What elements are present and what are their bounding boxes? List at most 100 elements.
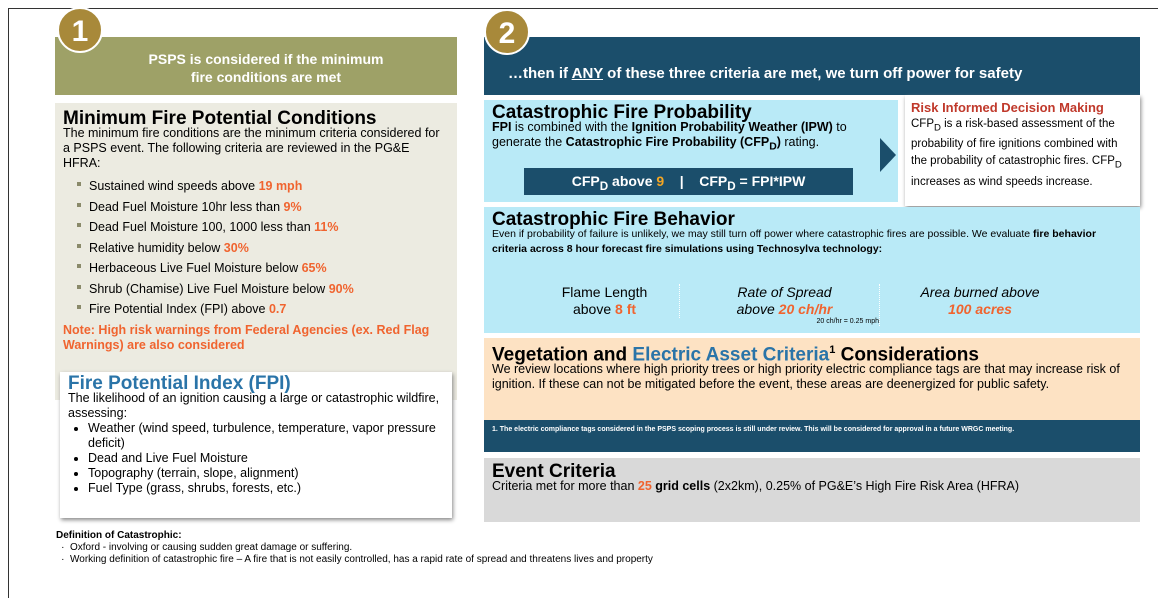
- fpi-list: Weather (wind speed, turbulence, tempera…: [68, 421, 444, 496]
- intro: The likelihood of an ignition causing a …: [68, 391, 440, 420]
- t: Electric Asset Criteria: [632, 344, 830, 366]
- t: 20 ch/hr: [778, 301, 833, 317]
- t: D: [599, 179, 609, 193]
- section-title: Fire Potential Index (FPI): [68, 373, 291, 394]
- metric: Flame Length above 8 ft: [530, 284, 680, 318]
- t: (2x2km), 0.25% of PG&E’s High Fire Risk …: [710, 479, 1020, 493]
- t: CFP: [699, 173, 728, 189]
- body: Criteria met for more than 25 grid cells…: [492, 479, 1132, 494]
- fpi-box: Fire Potential Index (FPI) The likelihoo…: [60, 372, 452, 518]
- fpi-item: Fuel Type (grass, shrubs, forests, etc.): [88, 481, 444, 496]
- t: 25: [637, 479, 652, 493]
- criterion-value: 30%: [223, 240, 249, 255]
- t: D: [727, 179, 736, 193]
- t: CFP: [571, 173, 600, 189]
- criteria-list: Sustained wind speeds above 19 mph Dead F…: [63, 176, 449, 320]
- fpi-item: Weather (wind speed, turbulence, tempera…: [88, 421, 444, 451]
- badge: 2: [484, 9, 530, 55]
- criterion: Fire Potential Index (FPI) above 0.7: [77, 299, 449, 320]
- criterion: Relative humidity below 30%: [77, 238, 449, 259]
- min-conditions-panel: Minimum Fire Potential Conditions The mi…: [55, 103, 457, 400]
- banner: PSPS is considered if the minimum fire c…: [55, 37, 457, 95]
- metric: Area burned above 100 acres: [885, 284, 1075, 318]
- t: D: [934, 122, 941, 134]
- t: Catastrophic Fire Probability (CFP: [565, 135, 770, 149]
- criterion: Shrub (Chamise) Live Fuel Moisture below…: [77, 279, 449, 300]
- t: Considerations: [835, 344, 979, 366]
- body: CFPD is a risk-based assessment of the p…: [911, 116, 1134, 191]
- metric-label: Area burned above: [920, 284, 1040, 300]
- t: above: [608, 173, 657, 189]
- t: above: [572, 301, 616, 317]
- criterion-value: 65%: [301, 261, 327, 275]
- definition-item: Oxford - involving or causing sudden gre…: [70, 542, 786, 554]
- t: 9: [656, 173, 665, 189]
- t: 100 acres: [948, 301, 1012, 317]
- criterion-text: Shrub (Chamise) Live Fuel Moisture below: [89, 281, 329, 296]
- definition-list: Oxford - involving or causing sudden gre…: [56, 542, 786, 566]
- note: Note: High risk warnings from Federal Ag…: [63, 322, 430, 352]
- section-title: Vegetation and Electric Asset Criteria1 …: [492, 343, 1132, 366]
- banner: …then if ANY of these three criteria are…: [484, 37, 1140, 95]
- metric: Rate of Spread above 20 ch/hr 20 ch/hr = 0…: [690, 284, 880, 326]
- criterion-value: 0.7: [268, 302, 287, 316]
- fpi-item: Topography (terrain, slope, alignment): [88, 466, 444, 481]
- behavior-box: Catastrophic Fire Behavior Even if proba…: [484, 207, 1140, 333]
- criterion-text: Herbaceous Live Fuel Moisture below: [89, 261, 302, 275]
- metric-label: Flame Length: [561, 284, 648, 300]
- criterion: Dead Fuel Moisture 10hr less than 9%: [77, 197, 449, 218]
- t: = FPI*IPW: [735, 173, 806, 189]
- text: ANY: [571, 65, 604, 82]
- body: Even if probability of failure is unlike…: [492, 227, 1132, 257]
- t: FPI: [492, 120, 512, 134]
- footnote: 1. The electric compliance tags consider…: [484, 420, 1140, 452]
- criterion-text: Dead Fuel Moisture 100, 1000 less than: [89, 220, 315, 234]
- criterion-value: 19 mph: [258, 179, 303, 193]
- fpi-item: Dead and Live Fuel Moisture: [88, 451, 444, 466]
- t: |: [679, 173, 684, 189]
- t: Even if probability of failure is unlike…: [492, 228, 1034, 240]
- criterion-text: Relative humidity below: [89, 240, 224, 255]
- criterion-text: Sustained wind speeds above: [89, 179, 259, 193]
- t: CFP: [911, 118, 934, 130]
- frame: [8, 8, 1158, 598]
- t: grid cells: [651, 479, 711, 493]
- body: FPI is combined with the Ignition Probab…: [492, 120, 890, 155]
- t: 8 ft: [615, 301, 637, 317]
- definition: Definition of Catastrophic: Oxford - inv…: [56, 530, 786, 566]
- text: of these three criteria are met, we turn…: [603, 65, 1023, 82]
- event-box: Event Criteria Criteria met for more tha…: [484, 458, 1140, 522]
- criterion: Dead Fuel Moisture 100, 1000 less than 1…: [77, 217, 449, 238]
- t: is a risk-based assessment of the probab…: [911, 118, 1118, 168]
- t: increases as wind speeds increase.: [911, 175, 1093, 188]
- t: D: [1114, 159, 1122, 171]
- t: to generate the: [492, 120, 847, 149]
- criterion-text: Dead Fuel Moisture 10hr less than: [89, 199, 284, 214]
- metric-label: Rate of Spread: [737, 284, 832, 300]
- t: 1: [829, 344, 836, 356]
- criterion-value: 90%: [328, 281, 354, 296]
- criterion-text: Fire Potential Index (FPI) above: [89, 302, 269, 316]
- arrow: [880, 138, 896, 172]
- risk-box: Risk Informed Decision Making CFPD is a …: [905, 95, 1140, 206]
- risk-title: Risk Informed Decision Making: [911, 100, 1104, 115]
- intro: The minimum fire conditions are the mini…: [63, 126, 440, 170]
- criterion: Sustained wind speeds above 19 mph: [77, 176, 449, 197]
- t: Ignition Probability Weather (IPW): [631, 120, 833, 134]
- criterion-value: 11%: [314, 220, 339, 234]
- text: …then if: [508, 65, 572, 82]
- section-title: Minimum Fire Potential Conditions: [63, 108, 377, 129]
- section-title: Catastrophic Fire Probability: [492, 102, 752, 123]
- t: fire behavior criteria across 8 hour for…: [492, 228, 1097, 255]
- badge: 1: [57, 7, 103, 53]
- criterion: Herbaceous Live Fuel Moisture below 65%: [77, 258, 449, 279]
- t: D: [769, 141, 777, 153]
- definition-item: Working definition of catastrophic fire …: [70, 554, 786, 566]
- t: Criteria met for more than: [492, 479, 638, 493]
- t: above: [736, 301, 779, 317]
- t: rating.: [780, 135, 820, 149]
- criterion-value: 9%: [283, 199, 302, 214]
- definition-title: Definition of Catastrophic:: [56, 530, 182, 541]
- section-title: Catastrophic Fire Behavior: [492, 209, 735, 230]
